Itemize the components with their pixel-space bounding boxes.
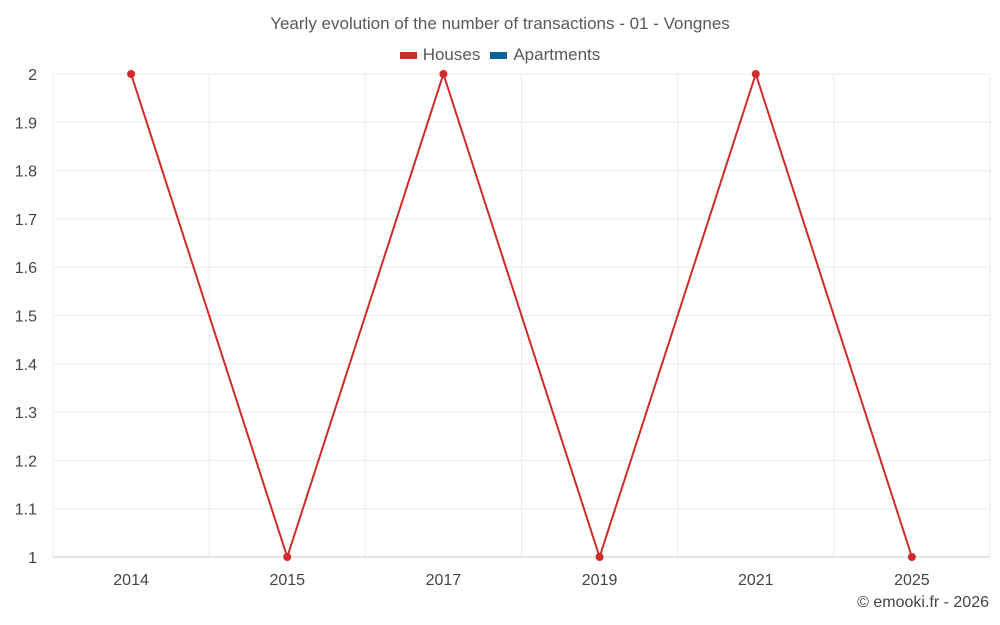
- y-tick-label: 1.9: [15, 115, 37, 132]
- legend-label-houses: Houses: [422, 45, 481, 64]
- y-tick-label: 2: [28, 67, 37, 84]
- legend-label-apartments: Apartments: [513, 45, 601, 64]
- legend-swatch-houses: [399, 51, 417, 59]
- x-tick-label: 2017: [426, 572, 462, 589]
- legend-item-apartments[interactable]: Apartments: [490, 45, 600, 65]
- x-tick-label: 2014: [113, 572, 149, 589]
- y-tick-label: 1.2: [15, 453, 37, 470]
- y-tick-label: 1.8: [15, 164, 37, 181]
- series-line-houses: [130, 70, 913, 561]
- legend-swatch-apartments: [490, 51, 508, 59]
- legend-item-houses[interactable]: Houses: [399, 45, 481, 65]
- chart-title: Yearly evolution of the number of transa…: [270, 14, 730, 33]
- data-point-houses-2015[interactable]: [283, 553, 292, 561]
- data-point-houses-2021[interactable]: [751, 70, 760, 78]
- y-tick-label: 1.3: [15, 405, 37, 422]
- y-tick-label: 1.4: [15, 357, 37, 374]
- y-tick-label: 1.5: [15, 309, 37, 326]
- legend: Houses Apartments: [0, 45, 1000, 65]
- data-point-houses-2025[interactable]: [907, 553, 916, 561]
- y-tick-label: 1.7: [15, 212, 37, 229]
- axes: 1 1.1 1.2 1.3 1.4 1.5 1.6 1.7 1.8 1.9 2 2014 2015 201…: [15, 67, 990, 589]
- x-tick-label: 2021: [738, 572, 774, 589]
- credit-text: © emooki.fr - 2026: [857, 594, 989, 611]
- series-layer: [127, 70, 916, 561]
- y-tick-label: 1: [28, 550, 37, 567]
- y-tick-label: 1.6: [15, 260, 37, 277]
- y-tick-label: 1.1: [15, 502, 37, 519]
- data-point-houses-2014[interactable]: [127, 70, 136, 78]
- data-point-houses-2019[interactable]: [595, 553, 604, 561]
- x-tick-label: 2019: [582, 572, 618, 589]
- x-tick-label: 2025: [894, 572, 930, 589]
- x-tick-label: 2015: [269, 572, 305, 589]
- data-point-houses-2017[interactable]: [439, 70, 448, 78]
